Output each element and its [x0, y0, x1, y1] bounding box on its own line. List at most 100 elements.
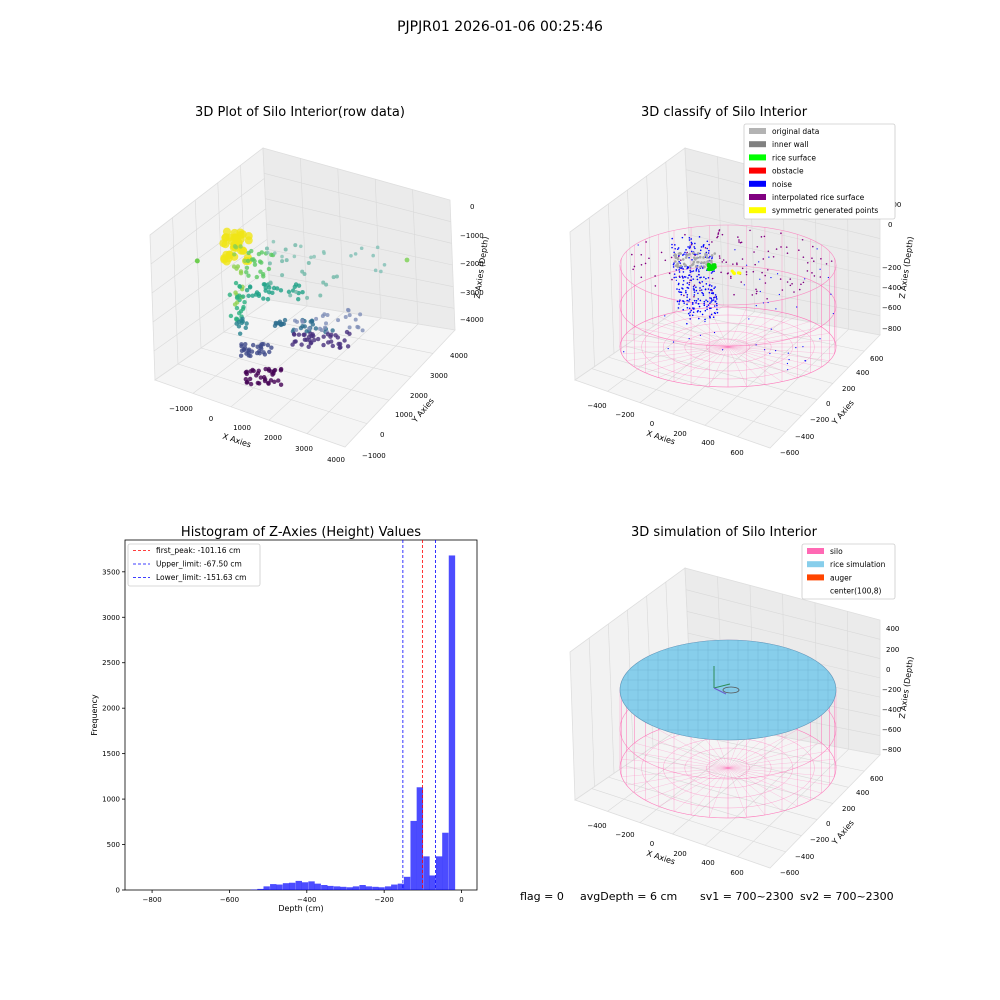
interpolated-point	[644, 262, 647, 265]
symmetric-point	[738, 271, 742, 275]
raw-xtick: 0	[209, 415, 213, 423]
raw-point	[233, 280, 239, 286]
interpolated-point	[741, 267, 744, 270]
noise-point	[677, 307, 680, 309]
original-point	[688, 252, 691, 256]
raw-panel-title: 3D Plot of Silo Interior(row data)	[195, 105, 405, 120]
raw-y-axis-label: Y Axies	[410, 396, 436, 425]
noise-point	[701, 313, 704, 316]
histogram-bar	[321, 885, 328, 890]
legend-label: rice simulation	[830, 560, 886, 569]
noise-point	[683, 276, 686, 278]
interpolated-point	[716, 236, 718, 239]
legend-label: noise	[772, 180, 792, 189]
interpolated-point	[806, 261, 809, 264]
raw-point	[300, 290, 305, 295]
raw-ytick: 1000	[395, 411, 413, 419]
histogram-bar	[352, 886, 360, 890]
simulation-xtick: 400	[701, 859, 714, 867]
histogram-bar	[289, 882, 296, 890]
auger-axis	[713, 683, 731, 689]
noise-point	[691, 242, 693, 245]
raw-point	[325, 313, 330, 318]
noise-point	[677, 283, 680, 286]
histogram-bar	[301, 882, 309, 890]
original-point	[679, 264, 682, 268]
simulation-xtick: −400	[587, 822, 606, 830]
raw-point	[278, 322, 284, 328]
y-tick-label: 0	[116, 887, 120, 895]
raw-point	[359, 246, 364, 251]
raw-point	[298, 244, 303, 249]
legend-swatch	[749, 194, 766, 200]
raw-axes-box	[149, 147, 456, 448]
noise-point	[704, 320, 706, 323]
noise-point	[691, 314, 694, 317]
simulation-xtick: 200	[673, 850, 686, 858]
original-point	[694, 258, 697, 261]
raw-point	[321, 250, 326, 254]
noise-point	[689, 311, 691, 313]
raw-point	[329, 332, 334, 338]
raw-xtick: 4000	[327, 456, 345, 464]
interpolated-point	[680, 259, 682, 261]
raw-point	[324, 282, 329, 287]
x-tick-label: −200	[375, 896, 394, 904]
noise-point	[690, 309, 693, 312]
raw-point	[240, 319, 246, 324]
raw-point	[323, 325, 328, 330]
raw-point	[280, 273, 285, 278]
interpolated-point	[684, 233, 686, 236]
raw-point	[244, 265, 250, 271]
histogram-bar	[423, 856, 430, 890]
interpolated-point	[786, 252, 789, 255]
original-point	[703, 265, 706, 269]
raw-point	[246, 347, 252, 352]
noise-point	[697, 317, 700, 320]
rice-surface-point	[706, 267, 711, 271]
noise-point	[710, 292, 713, 295]
interpolated-point	[738, 239, 740, 241]
noise-point	[715, 295, 718, 298]
original-point	[697, 260, 700, 264]
noise-point	[827, 276, 829, 279]
raw-point	[330, 343, 335, 349]
classify-xtick: 400	[701, 439, 714, 447]
raw-points	[194, 227, 410, 387]
raw-point	[278, 288, 284, 293]
histogram-bar	[391, 884, 398, 890]
interpolated-point	[745, 273, 748, 276]
interpolated-point	[813, 275, 816, 277]
noise-point	[685, 249, 687, 251]
raw-point	[347, 325, 352, 330]
interpolated-point	[688, 281, 691, 284]
interpolated-point	[632, 268, 634, 271]
noise-point	[689, 271, 692, 273]
original-point	[706, 260, 709, 264]
raw-point	[244, 269, 249, 275]
classify-ztick: −200	[882, 264, 901, 272]
noise-point	[690, 279, 693, 282]
interpolated-point	[741, 258, 744, 260]
interpolated-point	[760, 236, 763, 238]
raw-point	[259, 346, 264, 351]
noise-point	[709, 307, 711, 310]
original-point	[699, 265, 702, 269]
raw-point	[306, 261, 311, 266]
noise-point	[683, 302, 685, 304]
interpolated-point	[785, 246, 788, 248]
raw-point	[237, 284, 243, 289]
noise-point	[702, 292, 704, 295]
noise-point	[758, 261, 760, 263]
raw-point	[280, 259, 285, 264]
classify-ztick: 0	[888, 221, 892, 229]
raw-xtick: 2000	[264, 434, 282, 442]
noise-point	[696, 275, 698, 278]
original-point	[696, 252, 700, 255]
noise-point	[769, 352, 771, 355]
raw-y-ticks: −1000 0 1000 2000 3000 4000	[362, 352, 468, 460]
raw-point	[265, 342, 271, 348]
legend-swatch	[807, 574, 824, 581]
noise-point	[691, 258, 693, 261]
symmetric-point	[732, 271, 736, 276]
